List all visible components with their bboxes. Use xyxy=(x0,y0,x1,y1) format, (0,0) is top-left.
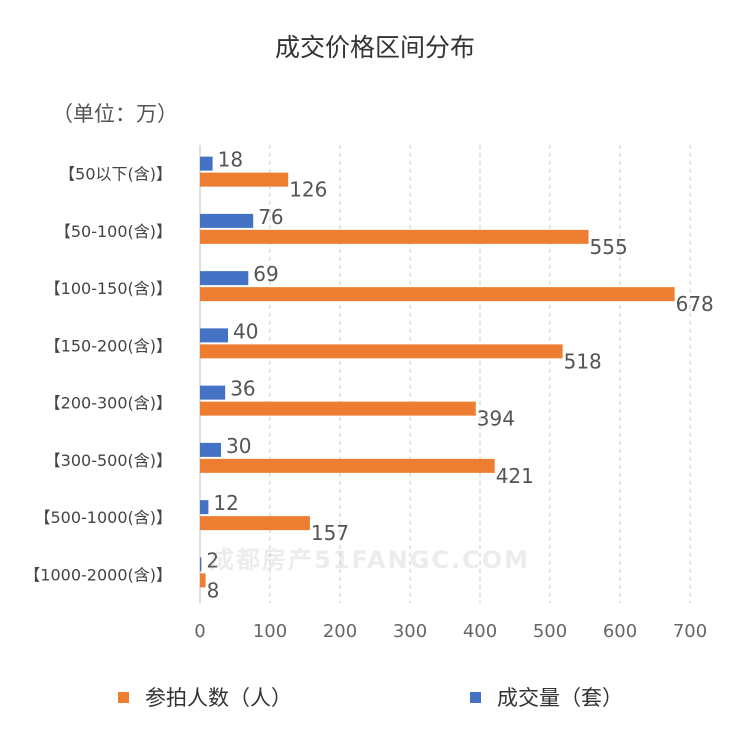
bar-volume xyxy=(200,442,221,457)
category-label: 【200-300(含)】 xyxy=(45,394,172,413)
bar-volume xyxy=(200,271,249,286)
chart-title: 成交价格区间分布 xyxy=(274,33,475,62)
data-label-bidders: 394 xyxy=(477,407,515,431)
bar-bidders xyxy=(200,516,310,531)
bar-volume xyxy=(200,557,202,572)
bar-volume xyxy=(200,500,209,515)
data-label-volume: 18 xyxy=(218,148,243,172)
x-tick-label: 100 xyxy=(253,621,287,642)
bar-bidders xyxy=(200,172,289,187)
watermark: 成都房产51FANGC.COM xyxy=(210,546,531,574)
category-label: 【300-500(含)】 xyxy=(45,451,172,470)
category-label: 【50-100(含)】 xyxy=(55,222,172,241)
legend-swatch-blue xyxy=(470,691,481,703)
data-label-bidders: 8 xyxy=(207,578,220,602)
data-label-volume: 30 xyxy=(226,434,251,458)
bar-bidders xyxy=(200,573,206,588)
x-tick-label: 200 xyxy=(323,621,357,642)
bar-bidders xyxy=(200,229,589,244)
data-label-bidders: 157 xyxy=(311,521,349,545)
legend-swatch-orange xyxy=(118,691,129,703)
bar-volume xyxy=(200,328,228,343)
bar-bidders xyxy=(200,344,563,359)
bar-volume xyxy=(200,156,213,171)
data-label-bidders: 678 xyxy=(676,292,714,316)
data-label-bidders: 126 xyxy=(289,178,327,202)
x-tick-label: 0 xyxy=(194,621,205,642)
data-label-bidders: 421 xyxy=(496,464,534,488)
x-tick-label: 400 xyxy=(463,621,497,642)
legend-item-orange: 参拍人数（人） xyxy=(118,682,292,712)
data-label-volume: 36 xyxy=(230,377,255,401)
data-label-volume: 76 xyxy=(258,205,283,229)
bar-volume xyxy=(200,213,254,228)
category-label: 【50以下(含)】 xyxy=(59,165,172,184)
legend-item-blue: 成交量（套） xyxy=(470,682,623,712)
data-label-volume: 12 xyxy=(213,491,238,515)
legend-label-blue: 成交量（套） xyxy=(497,686,623,710)
bar-volume xyxy=(200,385,226,400)
category-label: 【500-1000(含)】 xyxy=(34,508,172,527)
data-label-volume: 40 xyxy=(233,319,258,343)
category-label: 【100-150(含)】 xyxy=(45,279,172,298)
data-label-volume: 69 xyxy=(253,262,278,286)
category-label: 【150-200(含)】 xyxy=(45,336,172,355)
data-label-volume: 2 xyxy=(206,548,219,572)
bar-bidders xyxy=(200,458,495,473)
x-tick-label: 600 xyxy=(603,621,637,642)
bar-bidders xyxy=(200,401,476,416)
bar-bidders xyxy=(200,287,675,302)
data-label-bidders: 555 xyxy=(590,235,628,259)
legend-label-orange: 参拍人数（人） xyxy=(145,686,292,710)
category-label: 【1000-2000(含)】 xyxy=(24,565,172,584)
unit-label: （单位：万） xyxy=(52,102,178,126)
x-tick-label: 500 xyxy=(533,621,567,642)
x-tick-label: 300 xyxy=(393,621,427,642)
data-label-bidders: 518 xyxy=(564,349,602,373)
x-tick-label: 700 xyxy=(673,621,707,642)
